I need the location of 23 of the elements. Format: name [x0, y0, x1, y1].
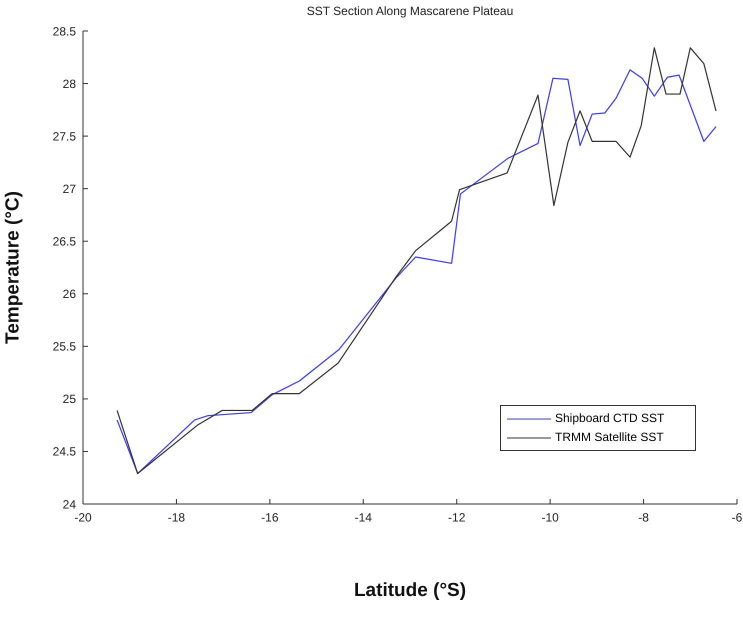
x-tick-label: -18	[168, 510, 186, 525]
x-tick-label: -10	[541, 510, 560, 525]
y-tick-label: 24	[62, 497, 76, 512]
x-tick-label: -8	[638, 510, 650, 525]
y-tick-label: 27	[62, 182, 76, 196]
legend-label: TRMM Satellite SST	[555, 429, 664, 446]
x-tick-label: -20	[74, 510, 92, 525]
x-tick-label: -12	[448, 510, 466, 525]
x-tick-label: -16	[261, 510, 279, 525]
y-axis-title: Temperature (°C)	[2, 191, 24, 344]
chart-title: SST Section Along Mascarene Plateau	[306, 4, 514, 18]
x-tick-label: -6	[732, 510, 743, 525]
y-tick-label: 28.5	[52, 24, 76, 38]
y-tick-label: 24.5	[52, 444, 76, 459]
y-tick-label: 25	[62, 392, 76, 406]
y-tick-label: 26	[62, 287, 76, 302]
y-tick-label: 28	[62, 76, 76, 91]
y-tick-label: 27.5	[52, 129, 76, 144]
x-tick-label: -14	[354, 510, 372, 525]
legend-label: Shipboard CTD SST	[555, 410, 664, 427]
x-axis-title: Latitude (°S)	[354, 580, 466, 601]
y-tick-label: 25.5	[52, 340, 76, 354]
y-tick-label: 26.5	[52, 234, 76, 248]
